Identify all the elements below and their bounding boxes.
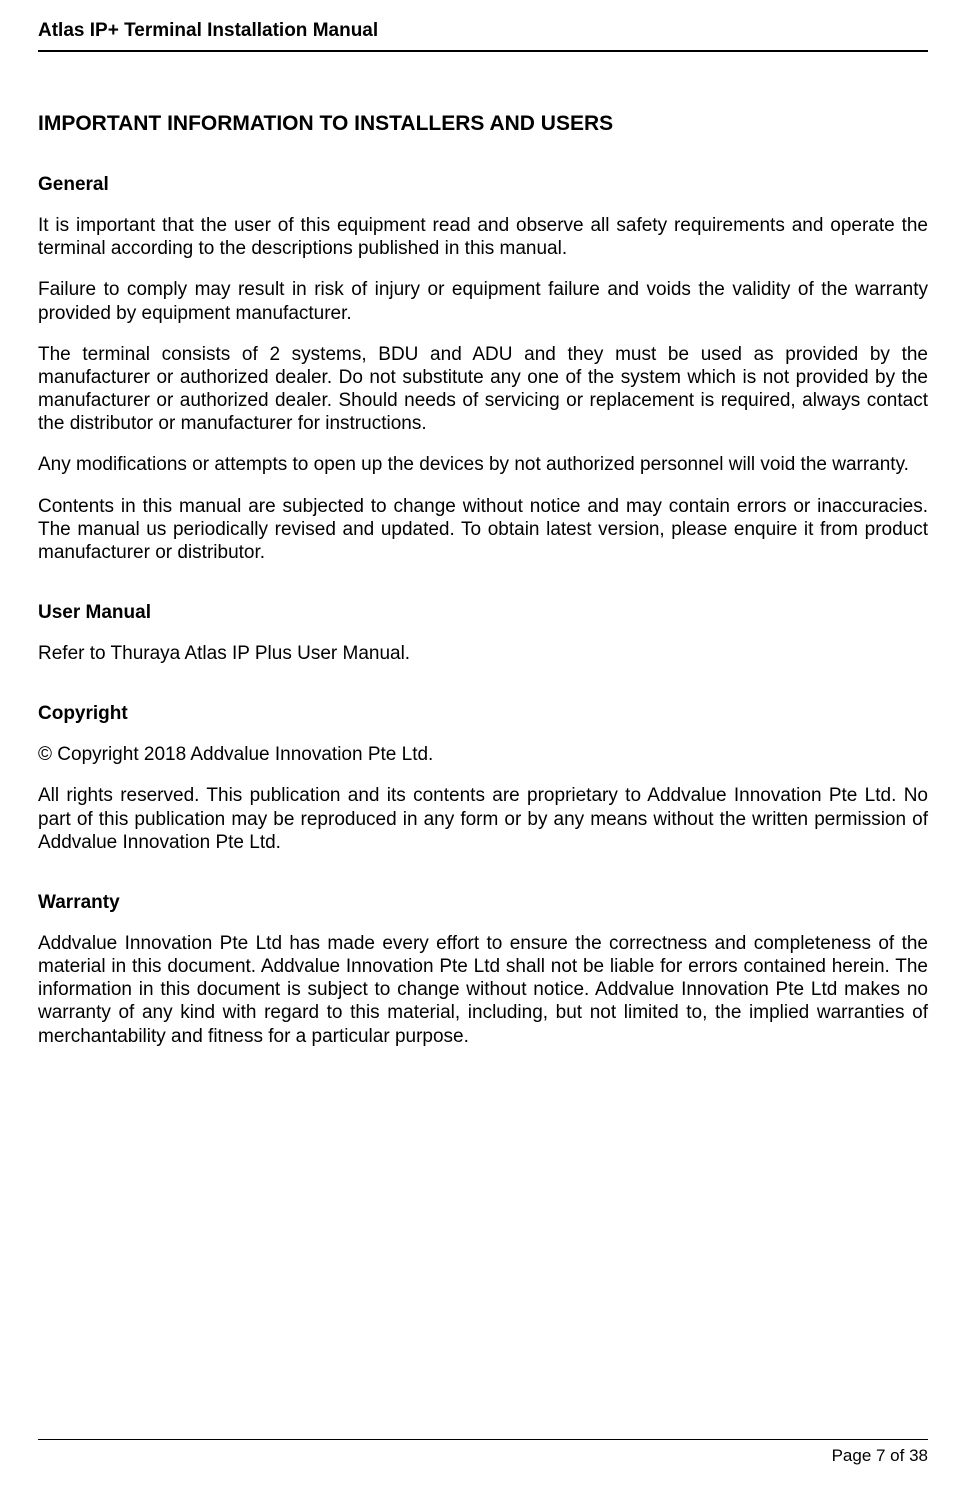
main-title: IMPORTANT INFORMATION TO INSTALLERS AND … bbox=[38, 112, 928, 136]
paragraph-text: The terminal consists of 2 systems, BDU … bbox=[38, 343, 928, 436]
paragraph-text: Addvalue Innovation Pte Ltd has made eve… bbox=[38, 932, 928, 1048]
page-content: IMPORTANT INFORMATION TO INSTALLERS AND … bbox=[38, 112, 928, 1439]
section-heading-general: General bbox=[38, 174, 928, 196]
section-heading-warranty: Warranty bbox=[38, 892, 928, 914]
paragraph-text: Failure to comply may result in risk of … bbox=[38, 278, 928, 324]
paragraph-text: © Copyright 2018 Addvalue Innovation Pte… bbox=[38, 743, 928, 766]
document-page: Atlas IP+ Terminal Installation Manual I… bbox=[0, 0, 966, 1486]
section-heading-copyright: Copyright bbox=[38, 703, 928, 725]
paragraph-text: Contents in this manual are subjected to… bbox=[38, 495, 928, 565]
paragraph-text: Any modifications or attempts to open up… bbox=[38, 453, 928, 476]
paragraph-text: All rights reserved. This publication an… bbox=[38, 784, 928, 854]
page-number: Page 7 of 38 bbox=[832, 1446, 928, 1465]
header-title: Atlas IP+ Terminal Installation Manual bbox=[38, 20, 378, 41]
page-header: Atlas IP+ Terminal Installation Manual bbox=[38, 20, 928, 52]
section-heading-user-manual: User Manual bbox=[38, 602, 928, 624]
paragraph-text: Refer to Thuraya Atlas IP Plus User Manu… bbox=[38, 642, 928, 665]
paragraph-text: It is important that the user of this eq… bbox=[38, 214, 928, 260]
page-footer: Page 7 of 38 bbox=[38, 1439, 928, 1466]
